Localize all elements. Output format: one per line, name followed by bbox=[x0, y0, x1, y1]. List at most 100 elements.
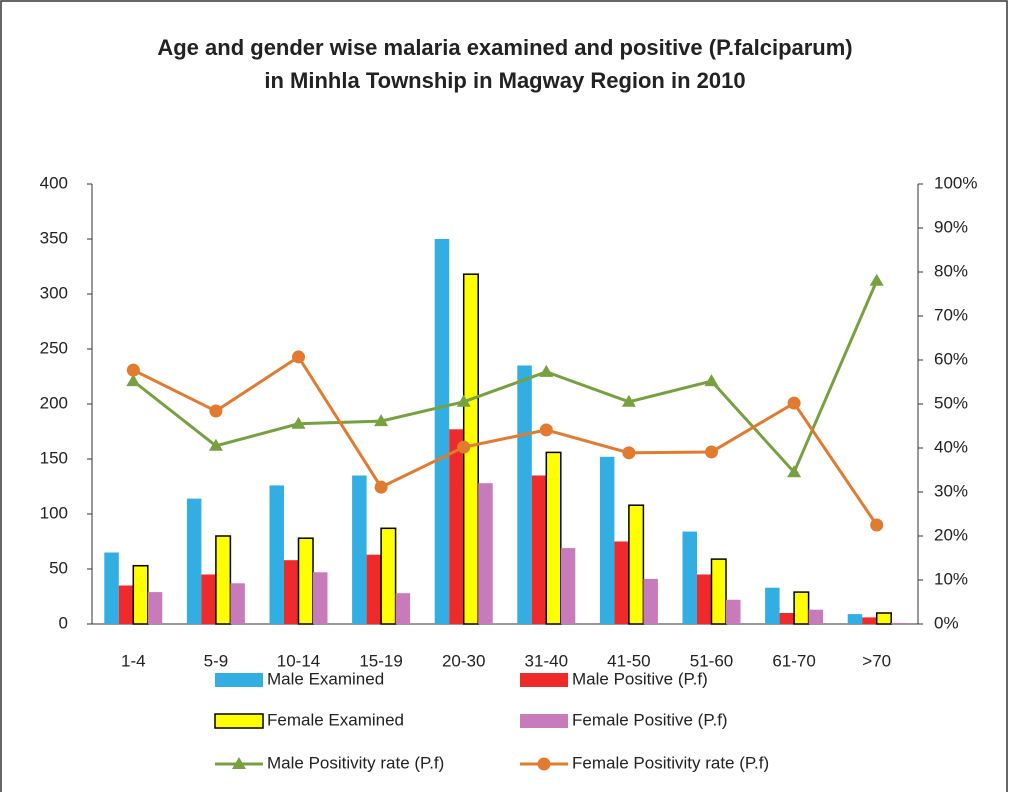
bar bbox=[395, 593, 411, 624]
y2-tick-label: 30% bbox=[934, 481, 968, 500]
line-marker bbox=[704, 374, 719, 387]
bar bbox=[628, 504, 645, 625]
legend-marker bbox=[537, 757, 551, 771]
bar bbox=[682, 531, 697, 624]
bar bbox=[147, 592, 163, 624]
line-marker bbox=[870, 518, 884, 532]
line-marker bbox=[622, 446, 636, 460]
y-tick-label: 300 bbox=[40, 283, 68, 302]
bar bbox=[710, 558, 727, 625]
bar bbox=[201, 574, 216, 624]
x-tick-label: 10-14 bbox=[277, 651, 320, 670]
legend-swatch bbox=[214, 713, 264, 729]
x-tick-label: 51-60 bbox=[690, 651, 733, 670]
legend-marker bbox=[232, 757, 246, 769]
y2-tick-label: 70% bbox=[934, 305, 968, 324]
bar bbox=[478, 483, 493, 624]
y2-tick-label: 80% bbox=[934, 261, 968, 280]
y-tick-label: 200 bbox=[40, 393, 68, 412]
x-tick-label: 41-50 bbox=[607, 651, 650, 670]
x-tick-label: 31-40 bbox=[525, 651, 568, 670]
line-marker bbox=[374, 480, 388, 494]
bar bbox=[726, 599, 741, 624]
line-marker bbox=[621, 394, 636, 407]
bar bbox=[313, 572, 328, 624]
y2-tick-label: 60% bbox=[934, 349, 968, 368]
bar bbox=[517, 365, 532, 624]
line-marker bbox=[705, 445, 718, 459]
y2-tick-label: 40% bbox=[934, 437, 968, 456]
y2-tick-label: 100% bbox=[934, 173, 977, 192]
bar bbox=[284, 560, 299, 624]
y-tick-label: 400 bbox=[40, 173, 68, 192]
x-tick-label: >70 bbox=[862, 651, 891, 670]
line-marker bbox=[787, 396, 801, 410]
bar bbox=[875, 612, 892, 625]
line bbox=[132, 354, 878, 526]
bar bbox=[118, 585, 134, 624]
y2-tick-label: 0% bbox=[934, 613, 959, 632]
chart-title: in Minhla Township in Magway Region in 2… bbox=[264, 68, 745, 93]
bar bbox=[366, 554, 382, 624]
bar bbox=[215, 535, 232, 625]
bar bbox=[434, 239, 450, 624]
y2-tick-label: 10% bbox=[934, 569, 968, 588]
bar bbox=[808, 609, 824, 624]
chart-title: Age and gender wise malaria examined and… bbox=[157, 35, 852, 60]
line-marker bbox=[456, 394, 471, 407]
y-tick-label: 0 bbox=[59, 613, 68, 632]
bar bbox=[697, 574, 712, 624]
bar bbox=[449, 429, 464, 624]
legend-swatch bbox=[215, 673, 263, 687]
line-marker bbox=[869, 273, 884, 286]
legend-label: Male Positive (P.f) bbox=[572, 669, 708, 688]
y-tick-label: 250 bbox=[40, 338, 68, 357]
x-tick-label: 15-19 bbox=[359, 651, 402, 670]
bar bbox=[104, 552, 119, 624]
line-marker bbox=[292, 350, 305, 364]
legend-label: Female Examined bbox=[267, 710, 404, 729]
bar bbox=[545, 451, 562, 625]
legend-label: Female Positivity rate (P.f) bbox=[572, 753, 769, 772]
bar bbox=[599, 456, 615, 624]
line-marker bbox=[374, 414, 389, 427]
line-marker bbox=[787, 465, 802, 478]
bar bbox=[531, 475, 547, 624]
line-marker bbox=[539, 364, 554, 377]
line-marker bbox=[209, 404, 223, 418]
bar bbox=[779, 613, 795, 624]
bar bbox=[793, 591, 810, 625]
bar bbox=[380, 527, 397, 625]
legend-label: Male Examined bbox=[267, 669, 384, 688]
x-tick-label: 5-9 bbox=[204, 651, 229, 670]
x-tick-label: 1-4 bbox=[121, 651, 146, 670]
bar bbox=[560, 548, 576, 624]
bar bbox=[352, 475, 367, 624]
line-marker bbox=[126, 374, 141, 387]
legend-label: Male Positivity rate (P.f) bbox=[267, 753, 444, 772]
y2-tick-label: 20% bbox=[934, 525, 968, 544]
legend-label: Female Positive (P.f) bbox=[572, 710, 728, 729]
bar bbox=[891, 622, 906, 624]
line-marker bbox=[539, 423, 553, 437]
line-marker bbox=[208, 438, 223, 451]
y-tick-label: 100 bbox=[40, 503, 68, 522]
bar bbox=[269, 485, 284, 624]
bar bbox=[862, 617, 877, 624]
y-tick-label: 350 bbox=[40, 228, 68, 247]
line-marker bbox=[126, 363, 140, 377]
x-tick-label: 61-70 bbox=[772, 651, 815, 670]
bar bbox=[847, 614, 863, 624]
bar bbox=[132, 564, 149, 625]
line-marker bbox=[291, 416, 306, 429]
legend-swatch bbox=[520, 673, 568, 687]
bar bbox=[765, 587, 780, 624]
bar bbox=[643, 578, 658, 624]
bar bbox=[614, 541, 629, 624]
y-tick-label: 50 bbox=[49, 558, 68, 577]
bar bbox=[297, 537, 314, 625]
line-marker bbox=[457, 440, 471, 454]
y-tick-label: 150 bbox=[40, 448, 68, 467]
